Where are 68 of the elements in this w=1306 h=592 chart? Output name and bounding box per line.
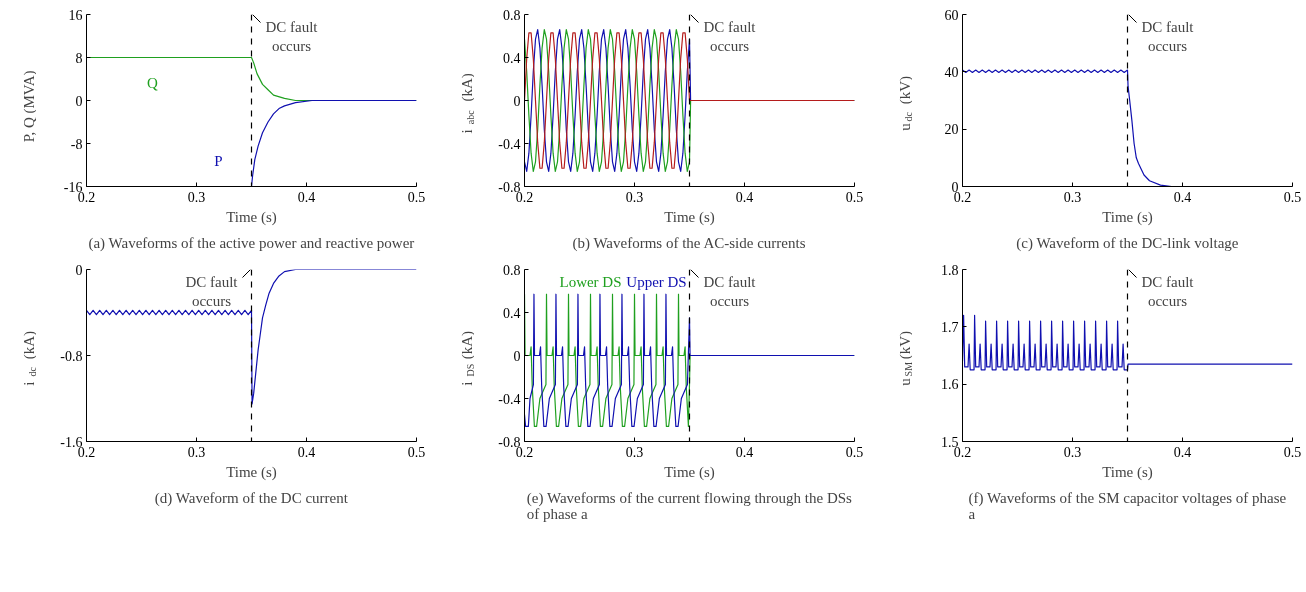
annotation: DC fault occurs — [1141, 273, 1195, 310]
y-tick-label: 40 — [944, 64, 959, 80]
y-tick-label: 0.4 — [503, 305, 521, 321]
annotation: DC fault occurs — [185, 273, 239, 310]
y-tick-label: 0 — [75, 93, 83, 109]
y-tick-label: 0.4 — [503, 50, 521, 66]
series-label: P — [214, 152, 223, 169]
y-tick-label: 0 — [75, 262, 83, 278]
y-tick-label: 16 — [68, 7, 83, 23]
x-tick-label: 0.4 — [297, 444, 316, 460]
text: (e) Waveforms of the current flowing through the DSs of phase a — [526, 489, 853, 522]
y-axis-title: uSM (kV) — [896, 331, 914, 386]
series-label: Q — [147, 75, 159, 92]
y-axis-title: P, Q (MVA) — [20, 70, 38, 143]
y-tick-label: 1.8 — [941, 262, 959, 278]
annotation: DC fault occurs — [703, 18, 757, 55]
x-tick-label: 0.4 — [735, 189, 754, 205]
y-axis-title: iabc (kA) — [458, 73, 476, 134]
y-tick-label: 0.8 — [503, 262, 521, 278]
y-tick-label: 1.6 — [941, 377, 959, 393]
text: (d) Waveform of the DC current — [154, 489, 349, 507]
x-tick-label: 0.3 — [625, 189, 644, 205]
y-tick-label: 0.8 — [503, 7, 521, 23]
x-tick-label: 0.5 — [1283, 444, 1302, 460]
x-tick-label: 0.4 — [1173, 189, 1192, 205]
series-label: Upper DS — [626, 273, 687, 290]
x-tick-label: 0.5 — [1283, 189, 1302, 205]
x-tick-label: 0.3 — [187, 189, 206, 205]
y-tick-label: -0.8 — [60, 348, 83, 364]
x-tick-label: 0.3 — [187, 444, 206, 460]
x-axis-title: Time (s) — [226, 463, 277, 481]
x-tick-label: 0.5 — [407, 189, 426, 205]
annotation: DC fault occurs — [1141, 18, 1195, 55]
text: (c) Waveform of the DC-link voltage — [1016, 234, 1239, 252]
x-axis-title: Time (s) — [1102, 208, 1153, 226]
y-tick-label: 0 — [513, 93, 521, 109]
x-axis-title: Time (s) — [1102, 463, 1153, 481]
line-series — [524, 293, 855, 428]
y-axis-title: iDS (kA) — [458, 331, 476, 386]
x-tick-label: 0.3 — [1063, 444, 1082, 460]
text: (a) Waveforms of the active power and reactive power — [88, 234, 415, 252]
x-tick-label: 0.5 — [407, 444, 426, 460]
x-tick-label: 0.3 — [1063, 189, 1082, 205]
y-tick-label: -0.4 — [498, 136, 521, 152]
annotation: DC fault occurs — [703, 273, 757, 310]
x-tick-label: 0.5 — [845, 189, 864, 205]
y-axis-title: idc (kA) — [20, 331, 38, 386]
y-tick-label: -0.4 — [498, 391, 521, 407]
y-tick-label: 20 — [944, 122, 959, 138]
line-series — [962, 314, 1293, 371]
x-tick-label: 0.4 — [735, 444, 754, 460]
y-axis-title: udc (kV) — [896, 76, 914, 131]
y-tick-label: 0 — [513, 348, 521, 364]
y-tick-label: -8 — [70, 136, 83, 152]
x-tick-label: 0.5 — [845, 444, 864, 460]
y-tick-label: 60 — [944, 7, 959, 23]
y-tick-label: 1.7 — [941, 319, 959, 335]
x-axis-title: Time (s) — [664, 463, 715, 481]
text: (f) Waveforms of the SM capacitor voltages of phase a — [968, 489, 1287, 522]
x-axis-title: Time (s) — [664, 208, 715, 226]
annotation: DC fault occurs — [265, 18, 319, 55]
series-label: Lower DS — [559, 273, 622, 290]
x-axis-title: Time (s) — [226, 208, 277, 226]
y-tick-label: 8 — [75, 50, 83, 66]
x-tick-label: 0.4 — [1173, 444, 1192, 460]
text: (b) Waveforms of the AC-side currents — [572, 234, 806, 252]
x-tick-label: 0.4 — [297, 189, 316, 205]
x-tick-label: 0.3 — [625, 444, 644, 460]
